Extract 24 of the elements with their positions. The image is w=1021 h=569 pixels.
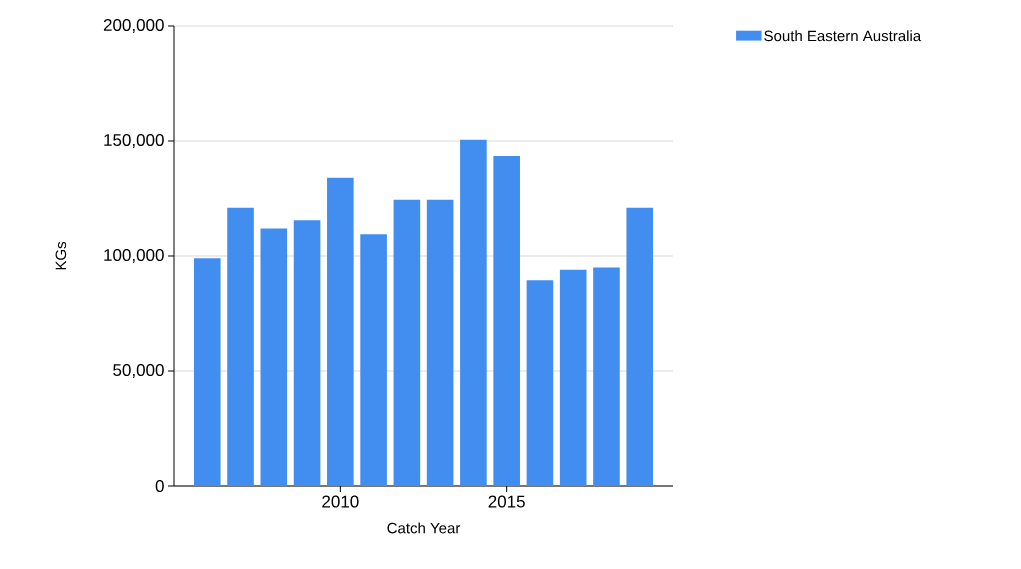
bar <box>593 267 620 486</box>
x-axis-title: Catch Year <box>387 522 461 534</box>
y-axis-title: KGs <box>55 241 67 270</box>
bar <box>393 199 421 486</box>
x-tick-label: 2010 <box>322 495 359 508</box>
bar <box>227 207 254 486</box>
bar <box>327 177 354 486</box>
bar <box>293 220 321 486</box>
bar <box>493 155 520 486</box>
legend-label: South Eastern Australia <box>764 30 922 42</box>
bar <box>260 228 288 486</box>
y-tick-label: 200,000 <box>103 18 164 34</box>
bar <box>426 199 454 486</box>
y-tick-label: 100,000 <box>104 248 164 264</box>
bar <box>626 207 654 486</box>
x-tick-label: 2015 <box>488 495 525 508</box>
bar <box>193 258 221 486</box>
y-tick-label: 150,000 <box>104 133 164 149</box>
bar <box>559 269 587 486</box>
bar <box>460 139 487 486</box>
bar <box>360 234 387 486</box>
bar <box>526 280 554 486</box>
y-tick-label: 50,000 <box>113 363 164 379</box>
y-tick-label: 0 <box>155 479 164 493</box>
